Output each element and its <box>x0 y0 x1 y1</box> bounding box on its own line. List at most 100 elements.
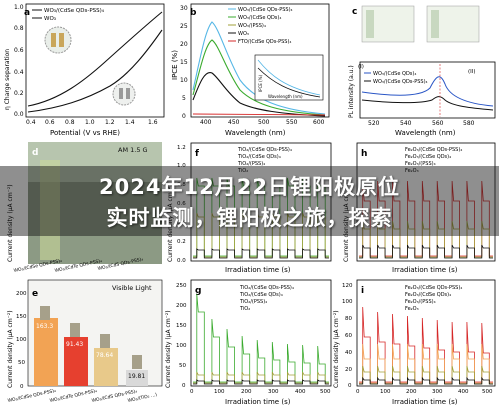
panel-a-ylabel: η Charge separation <box>4 49 11 110</box>
panel-g-legend-3: TiO₂/(PSS)₄ <box>239 299 267 305</box>
banner-line-2: 实时监测，锂阳极之旅，探索 <box>106 206 393 230</box>
panel-a-xtick: 1.6 <box>148 119 158 126</box>
panel-e-ytick: 0 <box>20 384 24 390</box>
panel-i-legend-1: Fe₂O₃/(CdSe QDs-PSS)₄ <box>405 285 462 291</box>
panel-i-ytick: 100 <box>342 299 353 305</box>
panel-c-label-2: (II) <box>468 69 476 75</box>
panel-b-xtick: 550 <box>286 119 298 126</box>
panel-c-ylabel: PL intensity (a.u.) <box>348 65 355 118</box>
panel-i-ytick: 60 <box>345 333 352 339</box>
panel-g-legend-4: TiO₂ <box>239 306 250 312</box>
panel-f-ytick: 1.0 <box>177 163 186 169</box>
panel-a-ytick: 0.0 <box>14 111 24 118</box>
panel-f-ytick: 1.2 <box>177 145 186 151</box>
panel-a-inset-rod-3 <box>119 88 123 99</box>
panel-h-curve-qds-pss <box>359 180 493 257</box>
panel-e-sample: WO₃/(CdTe QDs-PSS)₄ <box>49 388 98 404</box>
panel-f-ytick: 0.0 <box>177 258 186 264</box>
panel-a-curve-wo3-cdse-pss <box>27 11 163 107</box>
panel-b-inset-curve-1 <box>257 59 321 96</box>
panel-i-curve-fe2o3 <box>359 376 493 385</box>
panel-f-ytick: 0.6 <box>177 201 186 207</box>
panel-b-legend-5: FTO/(CdSe QDs-PSS)₄ <box>238 39 291 45</box>
panel-f-axes <box>190 142 332 262</box>
panel-f-ylabel: Current density (μA cm⁻²) <box>167 184 174 262</box>
panel-b-xtick: 600 <box>313 119 325 126</box>
panel-b-ytick: 20 <box>180 41 188 48</box>
panel-i-xticks: 0 100 200 300 400 500 <box>356 389 493 395</box>
panel-a-letter: a <box>24 8 30 18</box>
panel-a-xtick: 1.4 <box>125 119 135 126</box>
panel-f-legend-2: TiO₂/(CdSe QDs)₄ <box>237 154 281 160</box>
panel-i-xtick: 400 <box>458 389 469 395</box>
panel-h: h Fe₂O₃/(CdSe QDs-PSS)₄ Fe₂O₃/(CdSe QDs)… <box>343 142 496 274</box>
panel-g-xticks: 0 100 200 300 400 500 <box>190 389 331 395</box>
panel-g-xtick: 400 <box>295 389 306 395</box>
panel-c: c (I) (II) WO₃/(CdSe QDs)₄ WO₃/(CdSe QDs… <box>348 5 496 137</box>
panel-h-xlabel: Irradiation time (s) <box>392 266 458 274</box>
panel-b-xtick: 400 <box>200 119 212 126</box>
panel-a-xlabel: Potential (V vs RHE) <box>50 129 120 137</box>
panel-b-xlabel: Wavelength (nm) <box>225 129 286 137</box>
panel-a-ytick: 1.0 <box>14 4 24 11</box>
panel-a-legend-1: WO₃/(CdSe QDs-PSS)₄ <box>44 8 105 14</box>
panel-g-axes <box>190 279 332 387</box>
panel-f-curve-tio2 <box>193 248 329 259</box>
panel-b-legend: WO₃/(CdSe QDs-PSS)₄ WO₃/(CdSe QDs)₄ WO₃/… <box>228 7 293 45</box>
panel-a-yticks: 0.0 0.2 0.4 0.6 0.8 1.0 <box>14 4 24 118</box>
panel-i: i Fe₂O₃/(CdSe QDs-PSS)₄ Fe₂O₃/(CdSe QDs)… <box>333 279 496 406</box>
panel-g-xtick: 500 <box>320 389 331 395</box>
panel-e-electrode-4 <box>132 355 142 369</box>
panel-h-legend-1: Fe₂O₃/(CdSe QDs-PSS)₄ <box>405 147 462 153</box>
title-banner: 2024年12月22日锂阳极原位 实时监测，锂阳极之旅，探索 <box>0 166 499 236</box>
panel-i-letter: i <box>361 286 364 296</box>
panel-i-xlabel: Irradiation time (s) <box>392 398 458 406</box>
panel-g-ytick: 250 <box>176 283 187 289</box>
panel-g-xtick: 300 <box>268 389 279 395</box>
panel-b: b IPCE (%) Wavelength (nm) WO₃/(CdSe QDs… <box>171 3 330 137</box>
panel-a-xtick: 0.6 <box>45 119 55 126</box>
panel-b-xtick: 500 <box>258 119 270 126</box>
panel-f-legend-1: TiO₂/(CdSe QDs-PSS)₄ <box>237 147 292 153</box>
panel-d-letter: d <box>32 148 38 158</box>
panel-b-letter: b <box>190 8 197 18</box>
panel-a-ytick: 0.8 <box>14 25 24 32</box>
panel-g-xlabel: Irradiation time (s) <box>225 398 291 406</box>
panel-f-ytick: 0.4 <box>177 220 186 226</box>
panel-b-curve-fto <box>192 113 326 116</box>
panel-c-xtick: 560 <box>432 120 444 127</box>
panel-g-curve-qds-pss <box>193 293 329 383</box>
panel-e-samples: WO₃/(CdSe QDs-PSS)₄ WO₃/(CdTe QDs-PSS)₄ … <box>7 388 158 404</box>
panel-i-legend-2: Fe₂O₃/(CdSe QDs)₄ <box>405 292 451 298</box>
panel-c-curve-qds <box>361 76 494 107</box>
panel-h-legend: Fe₂O₃/(CdSe QDs-PSS)₄ Fe₂O₃/(CdSe QDs)₄ … <box>405 147 462 174</box>
panel-a-ytick: 0.6 <box>14 47 24 54</box>
panel-c-xticks: 520 540 560 580 <box>368 120 475 127</box>
panel-c-xtick: 580 <box>463 120 475 127</box>
panel-h-ylabel: Current density (μA cm⁻²) <box>343 184 350 262</box>
panel-e-letter: e <box>32 289 38 299</box>
panel-e-value-2: 91.43 <box>66 341 83 348</box>
panel-b-curve-qds-pss <box>192 21 326 115</box>
banner-line-1: 2024年12月22日锂阳极原位 <box>99 175 400 199</box>
panel-b-inset-box <box>254 54 324 101</box>
panel-g-ytick: 0 <box>182 383 186 389</box>
panel-b-ytick: 0 <box>182 113 186 120</box>
panel-h-letter: h <box>361 149 367 159</box>
panel-g-yticks: 0 50 100 150 200 250 <box>176 283 187 389</box>
panel-g-ytick: 150 <box>176 323 187 329</box>
panel-g-legend-2: TiO₂/(CdSe QDs)₄ <box>239 292 283 298</box>
panel-a-inset-rod-1 <box>51 33 56 47</box>
panel-a-ytick: 0.4 <box>14 69 24 76</box>
panel-c-letter: c <box>352 7 357 17</box>
panel-g-legend-1: TiO₂/(CdSe QDs-PSS)₄ <box>239 285 294 291</box>
panel-h-curve-qds <box>359 220 493 258</box>
panel-a-curve-wo3 <box>27 29 163 113</box>
panel-a-inset-circle-1 <box>44 26 72 54</box>
panel-e-yticks: 0 50 100 150 200 <box>16 291 27 390</box>
panel-e-bar-1 <box>34 318 58 386</box>
panel-b-ytick: 5 <box>182 95 186 102</box>
panel-i-curve-qds <box>359 343 493 384</box>
panel-f-curve-qds-pss <box>193 177 329 257</box>
panel-g-xtick: 100 <box>214 389 225 395</box>
